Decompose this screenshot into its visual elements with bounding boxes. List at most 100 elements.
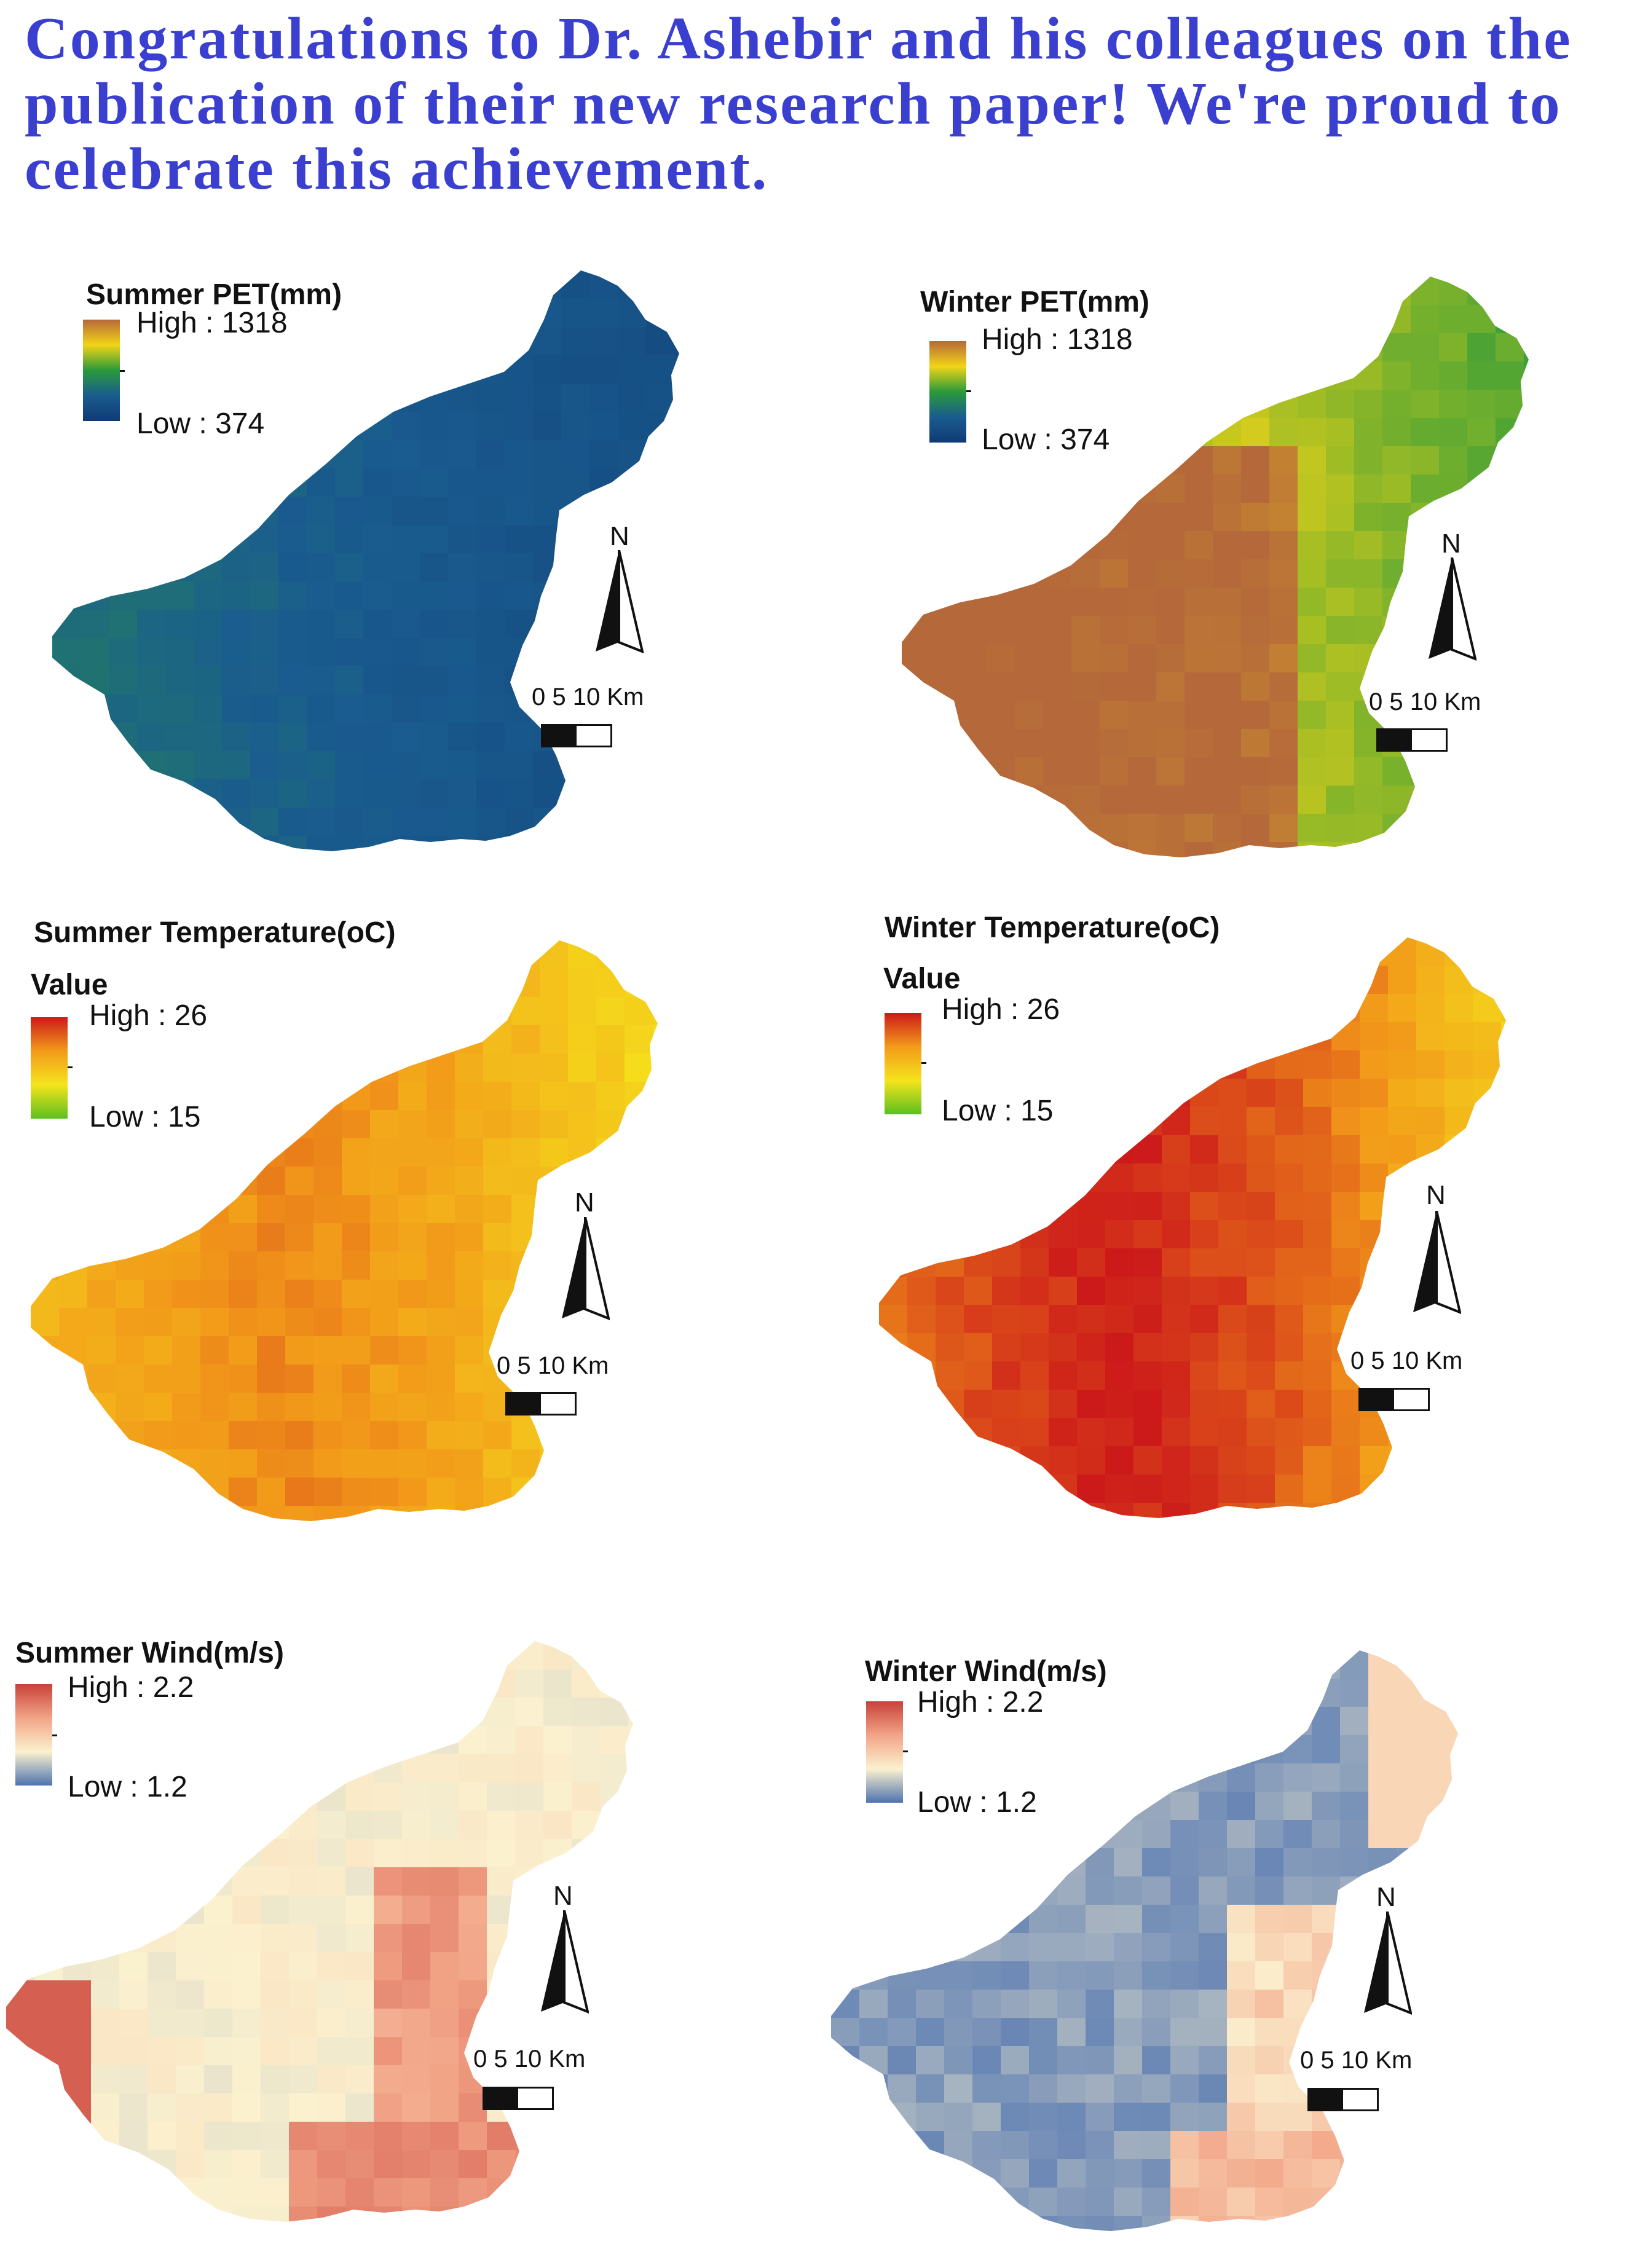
raster-cell bbox=[335, 468, 364, 497]
raster-cell bbox=[430, 2037, 459, 2066]
raster-cell bbox=[176, 2093, 205, 2122]
raster-cell bbox=[370, 1393, 399, 1422]
raster-cell bbox=[165, 808, 194, 837]
raster-cell bbox=[172, 969, 201, 998]
raster-cell bbox=[289, 1782, 318, 1811]
raster-cell bbox=[374, 1641, 403, 1670]
raster-cell bbox=[972, 2046, 1001, 2075]
raster-cell bbox=[1190, 1361, 1219, 1390]
raster-cell bbox=[1086, 1792, 1114, 1821]
raster-cell bbox=[137, 808, 166, 837]
raster-cell bbox=[1100, 588, 1129, 616]
raster-cell bbox=[1360, 1248, 1389, 1277]
raster-cell bbox=[1077, 1107, 1106, 1136]
raster-cell bbox=[455, 1053, 484, 1082]
raster-cell bbox=[1133, 1305, 1162, 1334]
raster-cell bbox=[1397, 1679, 1425, 1707]
raster-cell bbox=[52, 695, 81, 723]
raster-cell bbox=[1043, 474, 1072, 503]
raster-cell bbox=[1043, 390, 1072, 419]
raster-cell bbox=[1340, 2187, 1369, 2216]
raster-cell bbox=[1247, 994, 1275, 1023]
raster-cell bbox=[289, 1811, 318, 1840]
raster-cell bbox=[859, 1848, 888, 1877]
raster-cell bbox=[1269, 305, 1298, 334]
raster-cell bbox=[172, 1421, 201, 1450]
raster-cell bbox=[628, 1641, 633, 1670]
raster-cell bbox=[1496, 644, 1524, 673]
raster-cell bbox=[1524, 701, 1529, 730]
raster-cell bbox=[1185, 701, 1213, 730]
raster-cell bbox=[1354, 361, 1383, 390]
raster-cell bbox=[1303, 1361, 1332, 1390]
raster-cell bbox=[1283, 2187, 1312, 2216]
raster-cell bbox=[1453, 1905, 1458, 1934]
raster-cell bbox=[289, 1698, 318, 1727]
raster-cell bbox=[1445, 1022, 1473, 1051]
raster-cell bbox=[1133, 1390, 1162, 1419]
raster-cell bbox=[533, 581, 562, 610]
raster-cell bbox=[596, 969, 625, 998]
raster-cell bbox=[392, 666, 420, 695]
raster-cell bbox=[335, 327, 364, 356]
raster-cell bbox=[1133, 1079, 1162, 1108]
raster-cell bbox=[1382, 531, 1411, 560]
raster-cell bbox=[533, 355, 562, 384]
raster-cell bbox=[888, 1961, 917, 1990]
raster-cell bbox=[1283, 1961, 1312, 1990]
raster-cell bbox=[52, 751, 81, 780]
raster-cell bbox=[992, 966, 1021, 994]
raster-cell bbox=[1354, 446, 1383, 475]
raster-cell bbox=[572, 2122, 601, 2151]
raster-cell bbox=[91, 2093, 120, 2122]
raster-cell bbox=[232, 1726, 261, 1755]
raster-cell bbox=[1326, 446, 1355, 475]
raster-cell bbox=[1326, 644, 1355, 673]
raster-cell bbox=[1049, 1135, 1078, 1164]
raster-cell bbox=[59, 1506, 88, 1521]
raster-cell bbox=[1227, 2018, 1256, 2047]
raster-cell bbox=[374, 2093, 403, 2122]
raster-cell bbox=[1473, 1277, 1502, 1305]
raster-cell bbox=[1397, 1707, 1425, 1736]
raster-cell bbox=[1425, 2187, 1454, 2216]
raster-cell bbox=[674, 384, 679, 412]
north-label: N bbox=[1441, 529, 1461, 559]
raster-cell bbox=[1105, 1079, 1134, 1108]
raster-cell bbox=[392, 497, 420, 526]
raster-cell bbox=[398, 1167, 427, 1195]
raster-cell bbox=[455, 969, 484, 998]
raster-cell bbox=[109, 723, 138, 752]
raster-cell bbox=[420, 468, 449, 497]
raster-cell bbox=[972, 1848, 1001, 1877]
raster-cell bbox=[511, 1478, 540, 1506]
raster-cell bbox=[392, 610, 420, 639]
raster-cell bbox=[964, 1446, 993, 1475]
raster-cell bbox=[194, 497, 223, 526]
raster-cell bbox=[148, 1980, 176, 2009]
raster-cell bbox=[1368, 2159, 1397, 2188]
raster-cell bbox=[363, 808, 392, 837]
raster-cell bbox=[342, 1110, 371, 1139]
raster-cell bbox=[1001, 2131, 1030, 2160]
raster-cell bbox=[229, 1336, 258, 1365]
raster-cell bbox=[257, 1280, 286, 1309]
raster-cell bbox=[109, 497, 138, 526]
scale-label: 0 5 10 Km bbox=[532, 683, 644, 711]
raster-cell bbox=[257, 1364, 286, 1393]
raster-cell bbox=[505, 836, 534, 851]
raster-cell bbox=[1496, 333, 1524, 362]
raster-cell bbox=[1524, 361, 1529, 390]
raster-cell bbox=[572, 1754, 601, 1783]
raster-cell bbox=[1382, 305, 1411, 334]
raster-cell bbox=[1269, 361, 1298, 390]
raster-cell bbox=[289, 2150, 318, 2179]
raster-cell bbox=[370, 1167, 399, 1195]
raster-cell bbox=[232, 1952, 261, 1981]
raster-cell bbox=[596, 1421, 625, 1450]
raster-cell bbox=[1170, 1848, 1199, 1877]
scale-label: 0 5 10 Km bbox=[1350, 1347, 1463, 1374]
raster-cell bbox=[1303, 1475, 1332, 1503]
raster-cell bbox=[1496, 701, 1524, 730]
raster-cell bbox=[229, 1110, 258, 1139]
